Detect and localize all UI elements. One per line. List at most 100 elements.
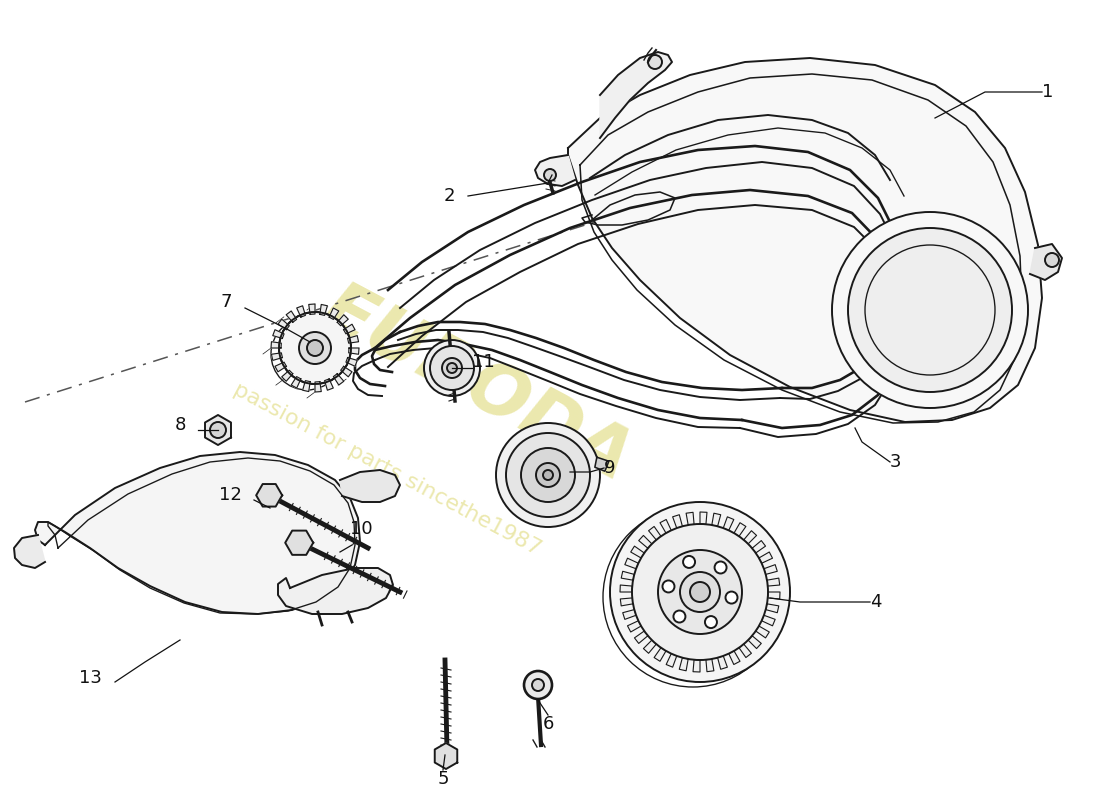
Circle shape bbox=[210, 422, 225, 438]
Text: 4: 4 bbox=[870, 593, 881, 611]
Polygon shape bbox=[278, 319, 289, 330]
Polygon shape bbox=[343, 324, 355, 334]
Polygon shape bbox=[333, 374, 344, 385]
Polygon shape bbox=[759, 552, 772, 563]
Polygon shape bbox=[282, 370, 293, 382]
Polygon shape bbox=[595, 458, 609, 471]
Polygon shape bbox=[278, 568, 393, 614]
Polygon shape bbox=[309, 304, 315, 314]
Polygon shape bbox=[1030, 244, 1062, 280]
Polygon shape bbox=[275, 362, 286, 372]
Text: 11: 11 bbox=[472, 353, 495, 371]
Circle shape bbox=[299, 332, 331, 364]
Polygon shape bbox=[35, 452, 360, 614]
Circle shape bbox=[496, 423, 600, 527]
Circle shape bbox=[726, 591, 737, 603]
Polygon shape bbox=[341, 366, 352, 377]
Polygon shape bbox=[700, 512, 707, 524]
Circle shape bbox=[442, 358, 462, 378]
Text: EURODA: EURODA bbox=[310, 274, 644, 495]
Text: 12: 12 bbox=[219, 486, 242, 504]
Polygon shape bbox=[338, 314, 349, 326]
Polygon shape bbox=[627, 621, 641, 632]
Polygon shape bbox=[320, 305, 328, 315]
Circle shape bbox=[683, 556, 695, 568]
Circle shape bbox=[1045, 253, 1059, 267]
Circle shape bbox=[690, 582, 710, 602]
Polygon shape bbox=[14, 535, 45, 568]
Polygon shape bbox=[639, 535, 652, 548]
Polygon shape bbox=[686, 512, 694, 525]
Text: 7: 7 bbox=[220, 293, 232, 311]
Text: 6: 6 bbox=[542, 715, 553, 733]
Polygon shape bbox=[756, 626, 769, 638]
Text: 10: 10 bbox=[350, 520, 373, 538]
Polygon shape bbox=[205, 415, 231, 445]
Polygon shape bbox=[324, 379, 333, 390]
Circle shape bbox=[524, 671, 552, 699]
Polygon shape bbox=[349, 348, 359, 354]
Circle shape bbox=[648, 55, 662, 69]
Polygon shape bbox=[620, 585, 632, 592]
Circle shape bbox=[673, 610, 685, 622]
Circle shape bbox=[610, 502, 790, 682]
Polygon shape bbox=[625, 558, 638, 569]
Polygon shape bbox=[256, 484, 283, 506]
Text: 1: 1 bbox=[1042, 83, 1054, 101]
Polygon shape bbox=[600, 52, 672, 138]
Circle shape bbox=[715, 562, 727, 574]
Polygon shape bbox=[345, 358, 358, 366]
Polygon shape bbox=[272, 353, 283, 360]
Polygon shape bbox=[734, 522, 746, 536]
Polygon shape bbox=[767, 578, 780, 586]
Polygon shape bbox=[667, 654, 676, 667]
Text: 5: 5 bbox=[438, 770, 449, 788]
Text: 3: 3 bbox=[890, 453, 902, 471]
Polygon shape bbox=[766, 604, 779, 613]
Polygon shape bbox=[693, 660, 700, 672]
Circle shape bbox=[632, 524, 768, 660]
Polygon shape bbox=[340, 470, 400, 502]
Polygon shape bbox=[724, 517, 734, 530]
Polygon shape bbox=[644, 640, 657, 654]
Circle shape bbox=[544, 169, 556, 181]
Circle shape bbox=[536, 463, 560, 487]
Polygon shape bbox=[717, 656, 727, 670]
Polygon shape bbox=[297, 306, 306, 317]
Text: 9: 9 bbox=[604, 459, 616, 477]
Circle shape bbox=[447, 363, 456, 373]
Polygon shape bbox=[271, 342, 282, 348]
Circle shape bbox=[521, 448, 575, 502]
Polygon shape bbox=[744, 530, 757, 544]
Polygon shape bbox=[728, 651, 740, 665]
Polygon shape bbox=[739, 644, 751, 658]
Polygon shape bbox=[434, 743, 458, 769]
Polygon shape bbox=[286, 311, 297, 322]
Circle shape bbox=[430, 346, 474, 390]
Circle shape bbox=[658, 550, 742, 634]
Circle shape bbox=[307, 340, 323, 356]
Polygon shape bbox=[761, 615, 776, 626]
Polygon shape bbox=[706, 659, 714, 672]
Polygon shape bbox=[680, 658, 689, 670]
Polygon shape bbox=[712, 514, 720, 526]
Circle shape bbox=[506, 433, 590, 517]
Circle shape bbox=[662, 581, 674, 593]
Polygon shape bbox=[621, 571, 635, 580]
Polygon shape bbox=[635, 631, 648, 643]
Polygon shape bbox=[568, 58, 1042, 422]
Polygon shape bbox=[763, 565, 778, 574]
Polygon shape bbox=[654, 648, 666, 662]
Polygon shape bbox=[672, 514, 682, 528]
Polygon shape bbox=[620, 598, 632, 606]
Polygon shape bbox=[752, 541, 766, 553]
Circle shape bbox=[543, 470, 553, 480]
Polygon shape bbox=[623, 610, 636, 619]
Polygon shape bbox=[315, 382, 321, 392]
Text: 8: 8 bbox=[175, 416, 186, 434]
Polygon shape bbox=[292, 377, 301, 388]
Polygon shape bbox=[660, 519, 671, 533]
Text: 13: 13 bbox=[79, 669, 102, 687]
Text: 2: 2 bbox=[443, 187, 455, 205]
Circle shape bbox=[680, 572, 720, 612]
